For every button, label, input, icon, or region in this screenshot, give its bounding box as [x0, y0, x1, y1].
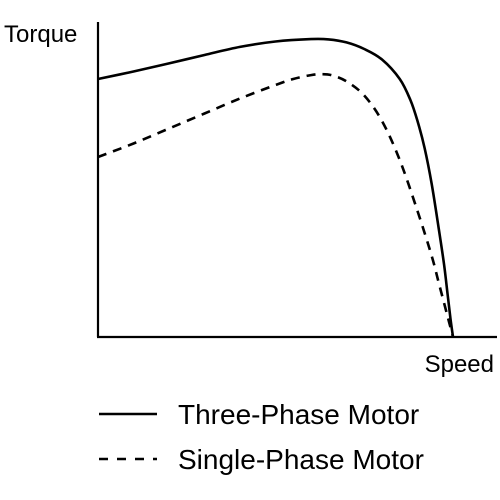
series-line-three-phase-motor: [97, 37, 455, 338]
chart-legend: Three-Phase Motor Single-Phase Motor: [99, 399, 424, 475]
series-line-single-phase-motor: [97, 72, 455, 338]
legend-label-three-phase-motor: Three-Phase Motor: [178, 399, 419, 430]
legend-label-single-phase-motor: Single-Phase Motor: [178, 444, 424, 475]
y-axis-title: Torque: [4, 21, 77, 48]
x-axis-title: Speed: [425, 351, 494, 378]
